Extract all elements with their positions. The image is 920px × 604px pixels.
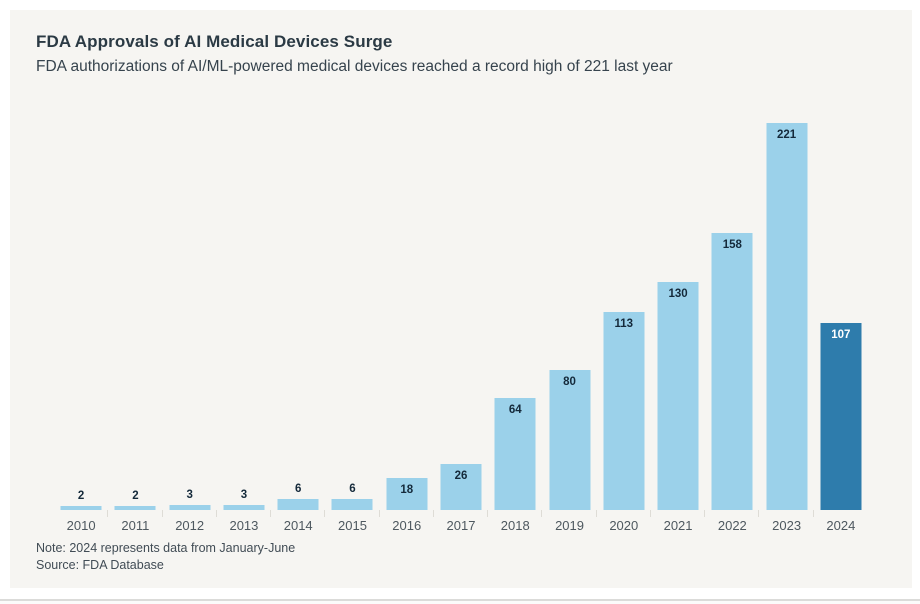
bar-value-label-2018: 64: [508, 404, 522, 416]
bar-value-label-2013: 3: [240, 489, 248, 501]
bar-cell-2010: 2 2010: [54, 110, 109, 533]
bar-value-label-2019: 80: [563, 376, 576, 388]
x-axis-label-2018: 2018: [500, 518, 530, 533]
x-axis-label-2017: 2017: [446, 518, 476, 533]
bar-value-label-2023: 221: [776, 129, 797, 141]
chart-footer: Note: 2024 represents data from January-…: [36, 540, 295, 574]
bar-value-label-2012: 3: [186, 489, 193, 501]
bar-value-label-2014: 6: [294, 483, 302, 495]
bar-cell-2017: 26 2017: [434, 110, 489, 533]
chart-subtitle: FDA authorizations of AI/ML-powered medi…: [36, 58, 673, 75]
bottom-divider: [0, 599, 920, 601]
x-axis-label-2019: 2019: [555, 518, 584, 533]
bar-2020: [603, 312, 645, 510]
bar-2024: [820, 323, 862, 510]
bar-value-label-2022: 158: [722, 239, 742, 251]
bar-cell-2012: 3 2012: [163, 110, 218, 533]
x-axis-label-2015: 2015: [338, 518, 367, 533]
x-axis-label-2020: 2020: [609, 518, 639, 533]
bar-value-label-2016: 18: [400, 484, 414, 496]
bar-value-label-2021: 130: [668, 288, 688, 300]
bar-value-label-2010: 2: [77, 490, 85, 502]
bar-2019: [549, 370, 591, 510]
x-axis-label-2012: 2012: [175, 518, 205, 533]
x-axis-label-2011: 2011: [121, 518, 150, 533]
footnote: Note: 2024 represents data from January-…: [36, 541, 296, 555]
bar-cell-2023: 221 2023: [759, 110, 814, 533]
x-axis-label-2022: 2022: [717, 518, 747, 533]
x-axis-label-2013: 2013: [229, 518, 259, 533]
bar-2010: [60, 506, 102, 510]
bar-2014: [277, 499, 319, 510]
bar-cell-2014: 6 2014: [271, 110, 326, 533]
bar-2013: [223, 505, 265, 510]
bar-value-label-2017: 26: [454, 470, 468, 482]
bar-value-label-2011: 2: [132, 490, 139, 502]
bar-2011: [114, 506, 156, 510]
bar-cell-2022: 158 2022: [705, 110, 760, 533]
bar-2018: [494, 398, 536, 510]
bar-plot: 2 2010 2 2011 3 2012 3 2013 6 2014 6 2015 18 2016 26 20…: [54, 110, 868, 533]
bar-2022: [711, 233, 753, 510]
x-axis-label-2024: 2024: [826, 518, 856, 533]
x-axis-label-2014: 2014: [283, 518, 313, 533]
x-axis-label-2016: 2016: [392, 518, 422, 533]
bar-value-label-2024: 107: [831, 329, 851, 341]
below-divider-area: [0, 601, 920, 604]
bar-2016: [386, 478, 428, 510]
x-axis-label-2021: 2021: [663, 518, 693, 533]
bar-cell-2011: 2 2011: [108, 110, 163, 533]
bar-cell-2021: 130 2021: [651, 110, 706, 533]
x-axis-label-2010: 2010: [66, 518, 96, 533]
bar-cell-2019: 80 2019: [542, 110, 597, 533]
bar-value-label-2015: 6: [349, 483, 356, 495]
bar-2023: [766, 123, 808, 510]
bar-cell-2015: 6 2015: [325, 110, 380, 533]
chart-card: FDA Approvals of AI Medical Devices Surg…: [10, 10, 912, 588]
bar-cell-2018: 64 2018: [488, 110, 543, 533]
bar-cell-2024: 107 2024: [814, 110, 868, 533]
bar-value-label-2020: 113: [614, 318, 634, 330]
bar-2012: [169, 505, 211, 510]
bar-2017: [440, 464, 482, 510]
chart-header: FDA Approvals of AI Medical Devices Surg…: [36, 32, 886, 76]
bar-2021: [657, 282, 699, 510]
bar-cell-2013: 3 2013: [217, 110, 272, 533]
bar-2015: [331, 499, 373, 510]
bar-cell-2020: 113 2020: [597, 110, 652, 533]
chart-title: FDA Approvals of AI Medical Devices Surg…: [36, 32, 393, 51]
x-axis-label-2023: 2023: [772, 518, 802, 533]
source-note: Source: FDA Database: [36, 558, 164, 572]
bar-cell-2016: 18 2016: [380, 110, 435, 533]
